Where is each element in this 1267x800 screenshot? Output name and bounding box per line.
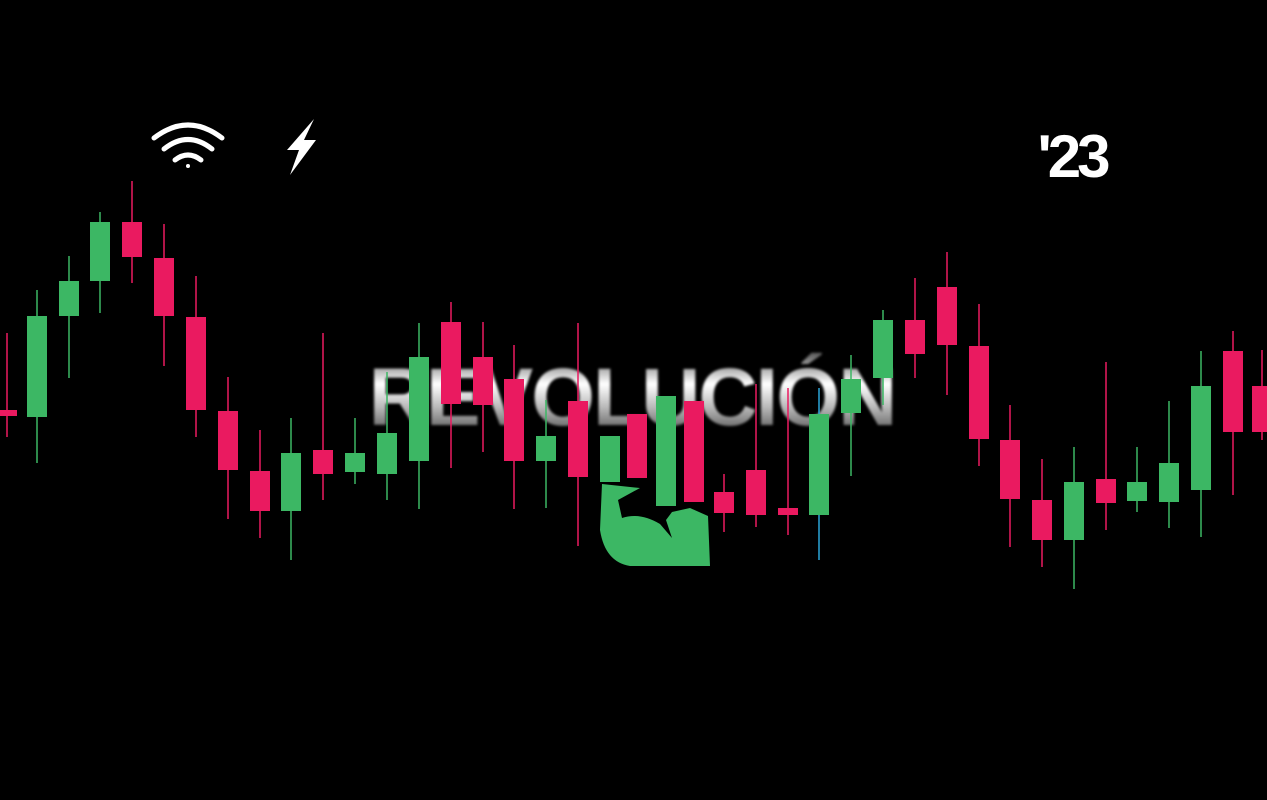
candle-body xyxy=(122,222,142,257)
candle-body xyxy=(1000,440,1020,499)
candle-body xyxy=(809,414,829,515)
candle-body xyxy=(937,287,957,345)
candle-body xyxy=(473,357,493,405)
candle-body xyxy=(1064,482,1084,540)
candle-body xyxy=(90,222,110,281)
candle-body xyxy=(684,401,704,502)
candle-body xyxy=(1223,351,1243,432)
candle-body xyxy=(600,436,620,482)
candle-body xyxy=(345,453,365,472)
bolt-icon xyxy=(287,119,316,175)
candle-body xyxy=(441,322,461,404)
candle-body xyxy=(313,450,333,474)
candle-body xyxy=(841,379,861,413)
candle-body xyxy=(218,411,238,470)
candles xyxy=(0,181,1267,589)
candle-body xyxy=(27,316,47,417)
candle-body xyxy=(281,453,301,511)
candle-body xyxy=(873,320,893,378)
year-label: '23 xyxy=(1037,123,1109,190)
candle-body xyxy=(504,379,524,461)
candle-body xyxy=(905,320,925,354)
candle-body xyxy=(1191,386,1211,490)
candle-body xyxy=(1032,500,1052,540)
candle-body xyxy=(969,346,989,439)
candle-body xyxy=(714,492,734,513)
candle-body xyxy=(627,414,647,478)
candle-body xyxy=(377,433,397,474)
candle-body xyxy=(778,508,798,515)
candle-body xyxy=(186,317,206,410)
wifi-icon xyxy=(151,122,225,168)
candle-body xyxy=(59,281,79,316)
candle-body xyxy=(656,396,676,506)
fist-icon xyxy=(600,484,710,566)
candle-body xyxy=(1096,479,1116,503)
candle-body xyxy=(568,401,588,477)
candle-body xyxy=(154,258,174,316)
candle-body xyxy=(536,436,556,461)
candle-body xyxy=(250,471,270,511)
candle-body xyxy=(0,410,17,416)
candle-body xyxy=(1159,463,1179,502)
candle-body xyxy=(409,357,429,461)
candle-body xyxy=(1127,482,1147,501)
candle-body xyxy=(1252,386,1267,432)
candle-body xyxy=(746,470,766,515)
